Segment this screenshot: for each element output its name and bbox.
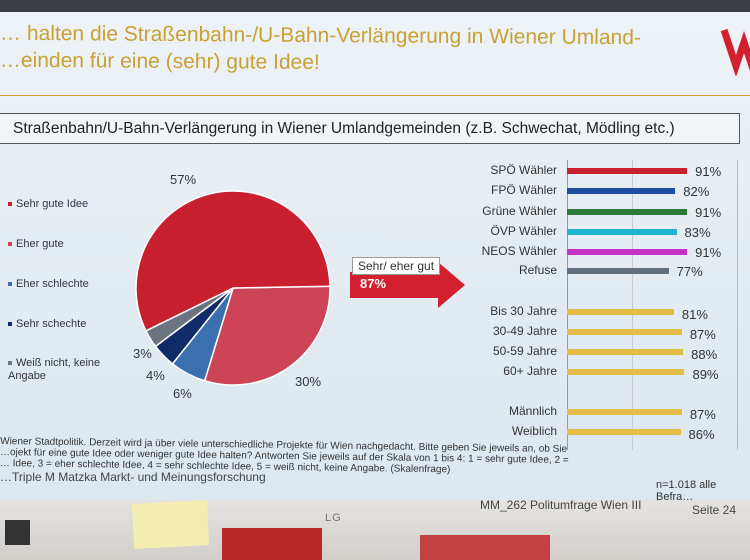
gridline (632, 160, 633, 450)
legend-swatch (8, 202, 12, 207)
bar-value-label: 91% (695, 164, 722, 179)
bar-value-label: 77% (676, 264, 703, 279)
bar (567, 168, 688, 174)
legend-swatch (8, 322, 12, 327)
bar-category-label: SPÖ Wähler (490, 163, 557, 177)
bar-value-label: 83% (684, 225, 711, 240)
bar (567, 249, 688, 255)
bar-category-label: 60+ Jahre (503, 364, 557, 378)
bar (567, 209, 688, 215)
title-rule (0, 95, 750, 96)
legend-swatch (8, 282, 12, 287)
bar-value-label: 91% (695, 245, 722, 260)
legend-item: Sehr gute Idee (8, 198, 88, 211)
footer-label: MM_262 Politumfrage Wien III (480, 498, 642, 512)
bar-category-label: Grüne Wähler (482, 204, 557, 218)
gridline (737, 160, 738, 450)
legend-item: Eher gute (8, 238, 64, 251)
bar-value-label: 88% (691, 347, 718, 362)
legend-label: Sehr schechte (16, 318, 87, 330)
monitor-brand: LG (325, 512, 342, 524)
pie-slice (203, 285, 331, 386)
bar (567, 229, 677, 235)
pie-data-label: 3% (133, 346, 152, 361)
bar-category-label: FPÖ Wähler (490, 183, 557, 197)
bar-category-label: NEOS Wähler (481, 244, 557, 258)
bar (567, 188, 676, 194)
bar (567, 329, 682, 335)
sticky-note (131, 500, 210, 549)
bar-value-label: 87% (689, 407, 716, 422)
bar-value-label: 86% (688, 427, 715, 442)
background-object (5, 520, 30, 545)
arrow-value: 87% (360, 276, 387, 291)
bar-category-label: Bis 30 Jahre (490, 304, 557, 318)
legend-item: Weiß nicht, keine Angabe (8, 357, 103, 383)
bar (567, 309, 674, 315)
bar-category-label: ÖVP Wähler (490, 224, 557, 238)
page-number: Seite 24 (692, 503, 737, 517)
pie-slice (135, 190, 331, 332)
bar-axis (567, 160, 568, 450)
background-object (420, 535, 550, 560)
legend-label: Weiß nicht, keine Angabe (8, 357, 101, 382)
source-label: …Triple M Matzka Markt- und Meinungsfors… (0, 470, 266, 484)
bar-category-label: Männlich (508, 404, 557, 418)
bar (567, 409, 682, 415)
monitor-top-edge (0, 0, 750, 12)
bar-value-label: 81% (681, 307, 708, 322)
brand-logo: W (720, 28, 750, 76)
pie-data-label: 57% (170, 172, 197, 187)
pie-data-label: 6% (173, 386, 192, 401)
bar-category-label: Weiblich (511, 424, 557, 438)
legend-label: Eher gute (16, 238, 64, 250)
bar (567, 429, 681, 435)
legend-label: Sehr gute Idee (16, 198, 89, 210)
bar-category-label: 50-59 Jahre (492, 344, 557, 358)
bar-value-label: 87% (689, 327, 716, 342)
legend-swatch (8, 242, 12, 247)
bar-category-label: Refuse (518, 263, 557, 277)
background-object (222, 528, 322, 560)
legend-item: Eher schlechte (8, 278, 89, 291)
chart-subtitle: Straßenbahn/U-Bahn-Verlängerung in Wiene… (0, 113, 740, 144)
bar-value-label: 82% (683, 184, 710, 199)
bar-category-label: 30-49 Jahre (492, 324, 557, 338)
legend-item: Sehr schechte (8, 318, 86, 331)
bar-value-label: 91% (695, 205, 722, 220)
slide-screen (0, 12, 750, 500)
bar (567, 268, 669, 274)
bar (567, 369, 685, 375)
monitor-bezel (0, 500, 750, 560)
legend-swatch (8, 361, 12, 366)
legend-label: Eher schlechte (16, 278, 89, 290)
bar (567, 349, 684, 355)
pie-data-label: 4% (146, 368, 165, 383)
bar-value-label: 89% (692, 367, 719, 382)
arrow-label: Sehr/ eher gut (352, 257, 441, 275)
pie-data-label: 30% (295, 374, 322, 389)
